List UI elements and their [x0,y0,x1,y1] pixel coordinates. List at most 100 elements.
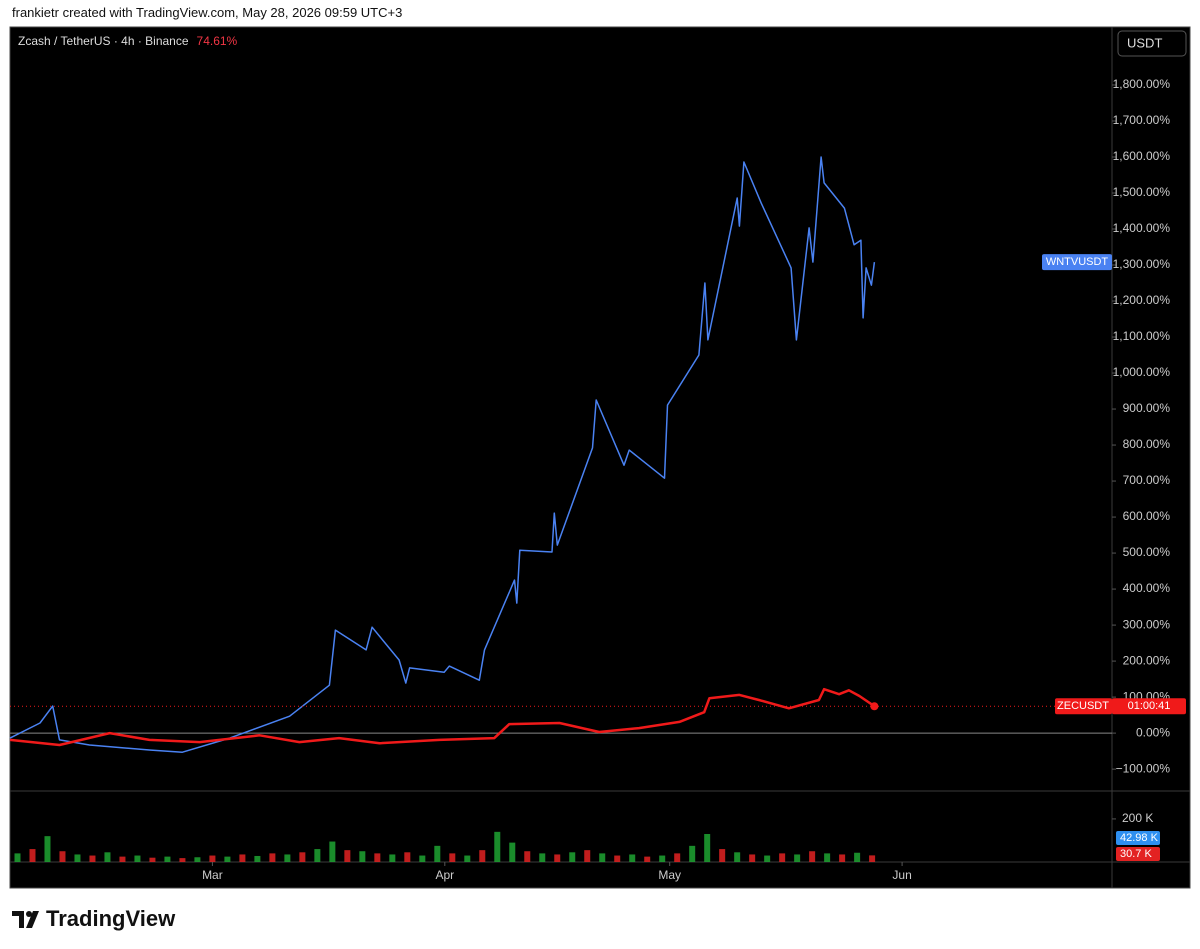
volume-bar [209,855,216,862]
volume-bar [644,856,651,862]
volume-tag-label: 42.98 K [1120,832,1159,844]
y-tick-label: 900.00% [1123,401,1171,415]
volume-bar [779,853,786,862]
volume-bar [14,853,21,862]
volume-bar [374,853,381,862]
volume-bar [509,842,516,862]
volume-bar [479,850,486,862]
volume-bar [854,852,861,862]
chart-panel [9,26,1191,889]
volume-bar [749,854,756,862]
volume-bar [29,849,36,862]
volume-bar [149,857,156,862]
volume-bar [284,854,291,862]
volume-bar [44,836,51,862]
unit-label: USDT [1127,35,1162,50]
volume-bar [239,854,246,862]
volume-tag [1116,847,1160,861]
series-line [9,687,876,747]
y-tick-label: 300.00% [1123,617,1171,631]
volume-tag-label: 30.7 K [1120,848,1152,860]
volume-bar [674,853,681,862]
y-tick-label: 1,000.00% [1113,365,1171,379]
volume-bar [179,858,186,862]
volume-bar [329,841,336,862]
x-tick-label: Mar [202,868,223,882]
volume-bar [734,852,741,862]
volume-bar [224,856,231,862]
logo-mark [12,911,39,928]
volume-bar [74,854,81,862]
volume-bar [134,855,141,862]
unit-button[interactable] [1117,30,1187,57]
symbol-title: Zcash / TetherUS · 4h · Binance [18,34,189,48]
last-point [870,702,879,711]
volume-bar [419,855,426,862]
volume-tag [1116,831,1160,845]
series-tag-label: WNTVUSDT [1046,256,1109,268]
y-tick-label: 400.00% [1123,581,1171,595]
volume-bar [719,849,726,862]
volume-bar [164,856,171,862]
volume-bar [569,852,576,862]
series-tag [1055,698,1112,715]
series-tag-label: ZECUSDT [1057,700,1109,712]
volume-bar [584,850,591,862]
y-tick-label: −100.00% [1116,761,1171,775]
volume-bar [869,855,876,862]
y-tick-label: 1,100.00% [1113,329,1171,343]
y-tick-label: 200.00% [1123,653,1171,667]
y-tick-label: 1,700.00% [1113,113,1171,127]
volume-bar [269,853,276,862]
volume-bar [254,855,261,862]
x-tick-label: Jun [892,868,911,882]
y-tick-label: 500.00% [1123,545,1171,559]
countdown-tag [1112,698,1186,715]
volume-bar [809,851,816,862]
y-tick-label: 1,200.00% [1113,293,1171,307]
volume-bar [59,851,66,862]
volume-bar [389,854,396,862]
volume-bar [449,853,456,862]
volume-bar [839,854,846,862]
y-tick-label: 1,400.00% [1113,221,1171,235]
volume-bar [794,854,801,862]
volume-bar [599,853,606,862]
series-tag [1042,254,1112,271]
y-tick-label: 200 K [1122,811,1153,825]
volume-bar [554,854,561,862]
y-tick-label: 700.00% [1123,473,1171,487]
logo-text: TradingView [46,906,176,931]
volume-bar [299,852,306,862]
y-tick-label: 1,600.00% [1113,149,1171,163]
volume-bar [404,852,411,862]
volume-bar [359,851,366,862]
logo-dot [26,911,32,917]
volume-bar [314,849,321,862]
y-tick-label: 1,300.00% [1113,257,1171,271]
y-tick-label: 800.00% [1123,437,1171,451]
countdown-label: 01:00:41 [1128,700,1171,712]
volume-bar [614,855,621,862]
volume-bar [89,855,96,862]
volume-bar [539,853,546,862]
volume-bar [659,855,666,862]
volume-bar [689,845,696,862]
volume-bar [464,855,471,862]
volume-bar [764,855,771,862]
logo [12,911,39,928]
y-tick-label: 1,800.00% [1113,77,1171,91]
y-tick-label: 600.00% [1123,509,1171,523]
x-tick-label: May [658,868,681,882]
volume-bar [494,831,501,862]
y-tick-label: 1,500.00% [1113,185,1171,199]
volume-bar [524,851,531,862]
x-tick-label: Apr [435,868,454,882]
volume-bar [629,854,636,862]
attribution: frankietr created with TradingView.com, … [12,5,403,20]
change-label: 74.61% [197,34,238,48]
volume-bar [104,852,111,862]
volume-bar [704,834,711,862]
